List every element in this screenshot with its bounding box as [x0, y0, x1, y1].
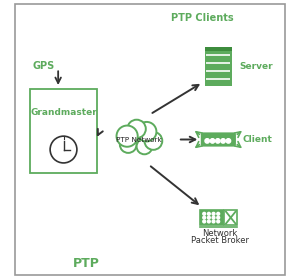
Circle shape [203, 220, 206, 223]
FancyBboxPatch shape [200, 210, 223, 225]
Circle shape [212, 212, 215, 215]
Text: Grandmaster: Grandmaster [30, 108, 97, 117]
Text: Server: Server [239, 62, 273, 71]
FancyBboxPatch shape [224, 210, 237, 225]
Text: GPS: GPS [33, 61, 55, 71]
Text: Client: Client [242, 135, 272, 144]
FancyBboxPatch shape [201, 133, 236, 147]
Circle shape [217, 212, 220, 215]
Circle shape [128, 120, 146, 138]
Circle shape [203, 212, 206, 215]
Circle shape [144, 132, 162, 150]
Circle shape [212, 220, 215, 223]
Circle shape [216, 139, 220, 143]
Text: Network: Network [202, 229, 237, 238]
Text: Packet Broker: Packet Broker [191, 236, 249, 245]
Circle shape [50, 136, 77, 163]
Circle shape [137, 122, 156, 141]
Circle shape [226, 139, 231, 143]
Circle shape [203, 216, 206, 219]
Circle shape [221, 139, 225, 143]
Circle shape [208, 212, 210, 215]
Circle shape [136, 139, 152, 154]
Circle shape [210, 139, 215, 143]
Text: PTP Clients: PTP Clients [171, 13, 233, 23]
FancyBboxPatch shape [205, 47, 232, 51]
Circle shape [217, 220, 220, 223]
Text: PTP: PTP [72, 257, 99, 270]
FancyBboxPatch shape [30, 89, 97, 173]
FancyBboxPatch shape [15, 4, 285, 275]
Circle shape [217, 216, 220, 219]
Text: PTP Network: PTP Network [116, 136, 162, 143]
FancyBboxPatch shape [205, 47, 232, 86]
Circle shape [205, 139, 209, 143]
Circle shape [208, 216, 210, 219]
Circle shape [212, 216, 215, 219]
Circle shape [120, 136, 136, 153]
Circle shape [116, 126, 138, 147]
Circle shape [208, 220, 210, 223]
